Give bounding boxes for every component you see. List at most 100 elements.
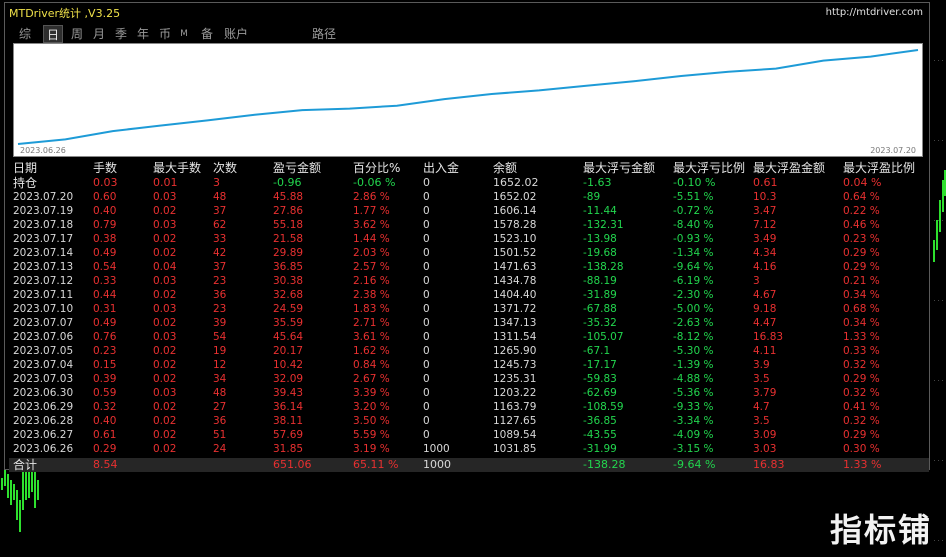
- cell-col-9: -9.64 %: [673, 261, 714, 273]
- cell-col-6: 0: [423, 387, 430, 399]
- cell-col-4: 20.17: [273, 345, 304, 357]
- cell-col-3: 23: [213, 303, 227, 315]
- cell-col-8: -89: [583, 191, 601, 203]
- cell-col-5: 5.59 %: [353, 429, 390, 441]
- cell-col-8: -31.99: [583, 443, 617, 455]
- tab-6[interactable]: 币: [158, 27, 171, 41]
- table-row[interactable]: 2023.07.11 0.44 0.02 36 32.68 2.38 % 0 1404.40 -…: [9, 288, 929, 302]
- cell-col-11: 0.64 %: [843, 191, 880, 203]
- cell-col-0: 2023.07.11: [13, 289, 74, 301]
- table-row[interactable]: 2023.07.19 0.40 0.02 37 27.86 1.77 % 0 1606.14 -…: [9, 204, 929, 218]
- cell-col-11: 0.34 %: [843, 317, 880, 329]
- table-row[interactable]: 2023.07.12 0.33 0.03 23 30.38 2.16 % 0 1434.78 -…: [9, 274, 929, 288]
- table-row[interactable]: 2023.06.29 0.32 0.02 27 36.14 3.20 % 0 1163.79 -…: [9, 400, 929, 414]
- cell-col-9: -0.93 %: [673, 233, 714, 245]
- cell-col-11: 0.32 %: [843, 359, 880, 371]
- cell-col-8: -138.28: [583, 458, 626, 471]
- table-row[interactable]: 2023.07.04 0.15 0.02 12 10.42 0.84 % 0 1245.73 -…: [9, 358, 929, 372]
- website-link[interactable]: http://mtdriver.com: [825, 7, 923, 18]
- cell-col-5: 2.86 %: [353, 191, 390, 203]
- table-row[interactable]: 2023.07.20 0.60 0.03 48 45.88 2.86 % 0 1652.02 -…: [9, 190, 929, 204]
- tab-9[interactable]: 账户: [223, 27, 248, 41]
- tab-3[interactable]: 月: [92, 27, 105, 41]
- cell-col-0: 2023.07.19: [13, 205, 74, 217]
- cell-col-9: -0.10 %: [673, 176, 716, 189]
- cell-col-2: 0.02: [153, 345, 177, 357]
- cell-col-6: 0: [423, 345, 430, 357]
- app-title: MTDriver统计 ,V3.25: [9, 7, 121, 20]
- cell-col-5: 65.11 %: [353, 458, 399, 471]
- cell-col-2: 0.01: [153, 176, 178, 189]
- cell-col-4: 45.88: [273, 191, 304, 203]
- cell-col-4: 32.09: [273, 373, 304, 385]
- cell-col-0: 2023.07.10: [13, 303, 74, 315]
- cell-col-0: 2023.07.03: [13, 373, 74, 385]
- cell-col-9: -2.63 %: [673, 317, 714, 329]
- table-row[interactable]: 2023.07.13 0.54 0.04 37 36.85 2.57 % 0 1471.63 -…: [9, 260, 929, 274]
- cell-col-3: 54: [213, 331, 227, 343]
- table-row[interactable]: 2023.07.18 0.79 0.03 62 55.18 3.62 % 0 1578.28 -…: [9, 218, 929, 232]
- cell-col-8: -13.98: [583, 233, 617, 245]
- cell-col-6: 0: [423, 233, 430, 245]
- tab-4[interactable]: 季: [114, 27, 127, 41]
- table-row[interactable]: 2023.06.26 0.29 0.02 24 31.85 3.19 % 1000 1031.…: [9, 442, 929, 456]
- cell-col-7: 1434.78: [493, 275, 537, 287]
- cell-col-8: -31.89: [583, 289, 617, 301]
- table-row[interactable]: 2023.07.10 0.31 0.03 23 24.59 1.83 % 0 1371.72 -…: [9, 302, 929, 316]
- tab-2[interactable]: 周: [70, 27, 83, 41]
- table-row[interactable]: 2023.07.03 0.39 0.02 34 32.09 2.67 % 0 1235.31 -…: [9, 372, 929, 386]
- cell-col-1: 0.40: [93, 415, 117, 427]
- table-row[interactable]: 2023.07.17 0.38 0.02 33 21.58 1.44 % 0 1523.10 -…: [9, 232, 929, 246]
- table-row[interactable]: 2023.07.14 0.49 0.02 42 29.89 2.03 % 0 1501.52 -…: [9, 246, 929, 260]
- cell-col-10: 3.49: [753, 233, 777, 245]
- cell-col-6: 0: [423, 191, 430, 203]
- cell-col-10: 3.79: [753, 387, 777, 399]
- cell-col-9: -1.34 %: [673, 247, 714, 259]
- cell-col-10: 4.16: [753, 261, 777, 273]
- cell-col-10: 16.83: [753, 331, 784, 343]
- cell-col-7: 1501.52: [493, 247, 537, 259]
- table-row[interactable]: 2023.07.07 0.49 0.02 39 35.59 2.71 % 0 1347.13 -…: [9, 316, 929, 330]
- holding-row: 持仓 0.03 0.01 3 -0.96 -0.06 % 0 1652.02 -1.63 -0.1…: [9, 176, 929, 190]
- cell-col-10: 4.11: [753, 345, 777, 357]
- cell-col-6: 0: [423, 261, 430, 273]
- tab-8[interactable]: 备: [200, 27, 213, 41]
- cell-col-6: 0: [423, 205, 430, 217]
- cell-col-11: 0.30 %: [843, 443, 880, 455]
- cell-col-4: 55.18: [273, 219, 304, 231]
- tab-1[interactable]: 日: [43, 25, 63, 43]
- cell-col-11: 0.41 %: [843, 401, 880, 413]
- tab-5[interactable]: 年: [136, 27, 149, 41]
- cell-col-0: 2023.06.30: [13, 387, 74, 399]
- cell-col-10: 4.7: [753, 401, 770, 413]
- cell-col-3: 48: [213, 387, 227, 399]
- cell-col-9: -0.72 %: [673, 205, 714, 217]
- cell-col-10: 最大浮盈金额: [753, 161, 826, 175]
- cell-col-11: 0.29 %: [843, 261, 880, 273]
- cell-col-5: 2.57 %: [353, 261, 390, 273]
- tab-10[interactable]: 路径: [311, 27, 336, 41]
- cell-col-3: 19: [213, 345, 227, 357]
- table-row[interactable]: 2023.07.05 0.23 0.02 19 20.17 1.62 % 0 1265.90 -…: [9, 344, 929, 358]
- table-row[interactable]: 2023.06.28 0.40 0.02 36 38.11 3.50 % 0 1127.65 -…: [9, 414, 929, 428]
- cell-col-1: 0.79: [93, 219, 117, 231]
- cell-col-1: 0.32: [93, 401, 117, 413]
- cell-col-1: 0.76: [93, 331, 117, 343]
- table-row[interactable]: 2023.06.27 0.61 0.02 51 57.69 5.59 % 0 1089.54 -…: [9, 428, 929, 442]
- cell-col-4: -0.96: [273, 176, 302, 189]
- cell-col-1: 0.33: [93, 275, 117, 287]
- chart-start-date: 2023.06.26: [20, 146, 66, 155]
- cell-col-11: 0.32 %: [843, 387, 880, 399]
- cell-col-9: -4.88 %: [673, 373, 714, 385]
- cell-col-4: 30.38: [273, 275, 304, 287]
- cell-col-2: 0.03: [153, 275, 177, 287]
- cell-col-1: 0.29: [93, 443, 117, 455]
- cell-col-2: 0.02: [153, 373, 177, 385]
- cell-col-7: 1089.54: [493, 429, 537, 441]
- cell-col-1: 0.60: [93, 191, 117, 203]
- table-row[interactable]: 2023.07.06 0.76 0.03 54 45.64 3.61 % 0 1311.54 -…: [9, 330, 929, 344]
- tab-0[interactable]: 综: [18, 27, 31, 41]
- cell-col-9: -9.64 %: [673, 458, 716, 471]
- tab-7[interactable]: M: [180, 29, 188, 39]
- table-row[interactable]: 2023.06.30 0.59 0.03 48 39.43 3.39 % 0 1203.22 -…: [9, 386, 929, 400]
